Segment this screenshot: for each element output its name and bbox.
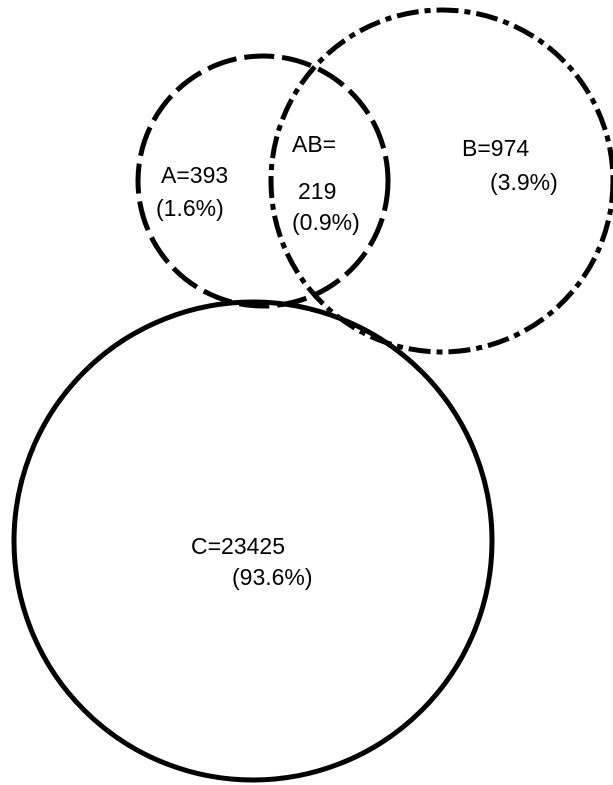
set-b-circle xyxy=(268,7,613,355)
set-b-percent-label: (3.9%) xyxy=(490,169,558,195)
set-c-percent-label: (93.6%) xyxy=(232,564,313,590)
intersection-ab-count-label: 219 xyxy=(298,178,337,204)
set-c-circle xyxy=(11,299,495,783)
set-a-percent-label: (1.6%) xyxy=(156,195,224,221)
set-b-count-label: B=974 xyxy=(462,135,530,161)
set-a-circle xyxy=(135,53,391,309)
set-c-count-label: C=23425 xyxy=(191,533,285,559)
intersection-ab-percent-label: (0.9%) xyxy=(292,209,360,235)
set-a-count-label: A=393 xyxy=(161,162,229,188)
intersection-ab-label: AB= xyxy=(292,131,337,157)
